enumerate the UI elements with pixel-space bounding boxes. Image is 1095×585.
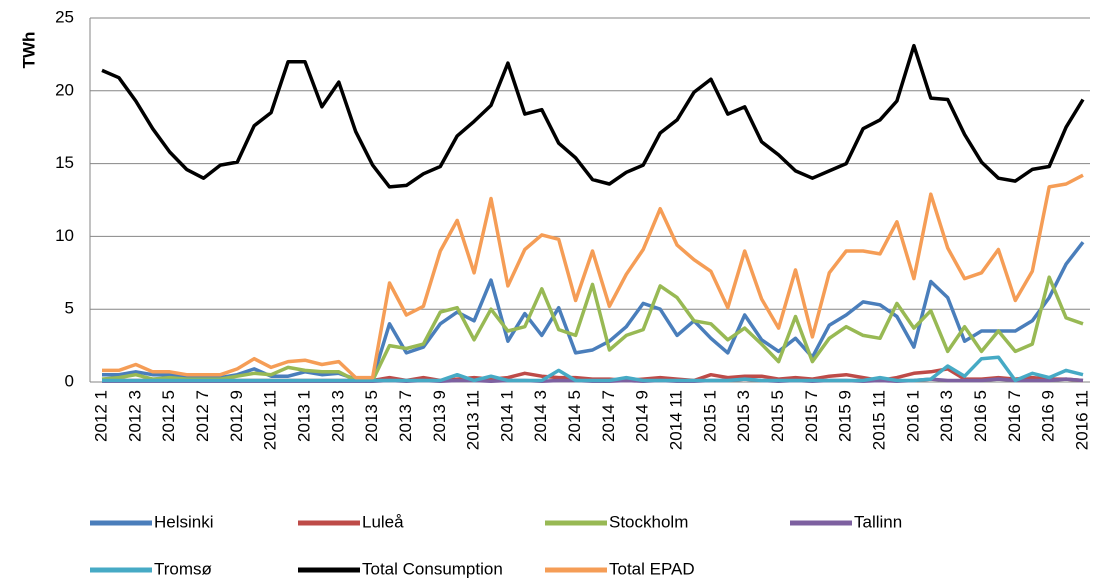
legend-label: Luleå <box>362 512 404 531</box>
series-line <box>101 275 1084 383</box>
series-line <box>101 43 1085 189</box>
x-tick-label: 2012 7 <box>193 390 212 442</box>
legend-label: Total Consumption <box>362 559 503 578</box>
x-tick-label: 2016 5 <box>971 390 990 442</box>
x-tick-label: 2015 11 <box>870 390 889 450</box>
x-tick-label: 2012 9 <box>227 390 246 442</box>
x-tick-label: 2016 11 <box>1072 390 1091 450</box>
y-tick-label: 5 <box>65 299 74 318</box>
series-line <box>102 241 1085 381</box>
x-tick-label: 2015 5 <box>768 390 787 442</box>
x-tick-label: 2013 1 <box>294 390 313 442</box>
series-line <box>102 173 1084 380</box>
y-tick-label: 25 <box>55 7 74 26</box>
x-tick-label: 2015 9 <box>836 390 855 442</box>
x-tick-label: 2013 7 <box>396 390 415 442</box>
x-tick-label: 2014 11 <box>667 390 686 450</box>
y-tick-label: 20 <box>55 80 74 99</box>
x-tick-label: 2013 11 <box>464 390 483 450</box>
x-tick-label: 2014 5 <box>565 390 584 442</box>
x-tick-label: 2016 9 <box>1039 390 1058 442</box>
x-tick-label: 2012 1 <box>91 390 110 442</box>
legend-label: Helsinki <box>154 512 214 531</box>
x-tick-label: 2016 1 <box>903 390 922 442</box>
x-tick-label: 2013 9 <box>430 390 449 442</box>
x-tick-label: 2013 3 <box>328 390 347 442</box>
x-tick-label: 2014 3 <box>531 390 550 442</box>
x-tick-label: 2015 3 <box>734 390 753 442</box>
x-tick-label: 2014 1 <box>497 390 516 442</box>
x-tick-label: 2016 3 <box>937 390 956 442</box>
y-tick-label: 10 <box>55 226 74 245</box>
x-tick-label: 2015 7 <box>802 390 821 442</box>
series-line <box>102 355 1084 383</box>
x-tick-label: 2014 7 <box>599 390 618 442</box>
x-tick-label: 2016 7 <box>1005 390 1024 442</box>
x-tick-label: 2015 1 <box>700 390 719 442</box>
x-tick-label: 2012 3 <box>125 390 144 442</box>
x-tick-label: 2012 5 <box>159 390 178 442</box>
y-tick-label: 0 <box>65 371 74 390</box>
legend-label: Stockholm <box>609 512 688 531</box>
x-tick-label: 2012 11 <box>261 390 280 450</box>
x-tick-label: 2014 9 <box>633 390 652 442</box>
x-tick-label: 2013 5 <box>362 390 381 442</box>
legend-label: Tallinn <box>854 512 902 531</box>
y-axis-title: TWh <box>19 32 38 69</box>
y-tick-label: 15 <box>55 153 74 172</box>
legend-label: Total EPAD <box>609 559 695 578</box>
legend-label: Tromsø <box>154 559 212 578</box>
